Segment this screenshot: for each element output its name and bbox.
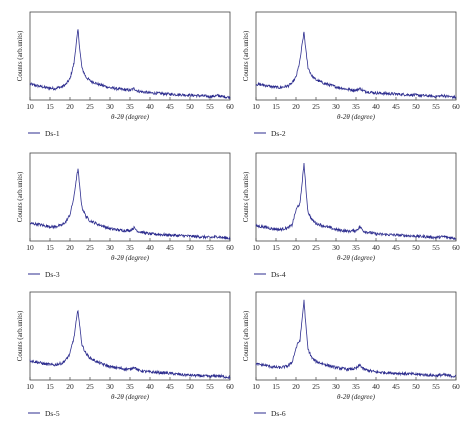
panel-3-xtick-label: 15 [46, 243, 54, 252]
panel-6-ylabel: Counts (arb.units) [242, 310, 250, 361]
panel-4-xtick-label: 45 [392, 243, 400, 252]
panel-2: 10 15 20 25 30 35 40 45 50 55 60 θ-2θ (degree) Count… [242, 11, 460, 138]
panel-1-xtick-label: 45 [166, 102, 174, 111]
panel-5: 10 15 20 25 30 35 40 45 50 55 60 θ-2θ (degree) Count… [16, 291, 234, 418]
panel-1-xtick-label: 40 [146, 102, 154, 111]
panel-4-xtick-label: 20 [292, 243, 300, 252]
panel-5-xtick-label: 35 [126, 382, 134, 391]
panel-6-xtick-label: 60 [452, 382, 460, 391]
panel-5-xtick-label: 50 [186, 382, 194, 391]
panel-5-xtick-label: 10 [26, 382, 34, 391]
panel-1-xtick-label: 55 [206, 102, 214, 111]
panel-6-xtick-label: 10 [252, 382, 260, 391]
panel-2-xlabel: θ-2θ (degree) [337, 113, 376, 121]
panel-3-xtick-label: 20 [66, 243, 74, 252]
panel-6-legend-label: Ds-6 [271, 409, 286, 418]
panel-1-xtick-label: 60 [226, 102, 234, 111]
panel-2-xtick-label: 50 [412, 102, 420, 111]
panel-3-xtick-label: 35 [126, 243, 134, 252]
panel-3-legend-label: Ds-3 [45, 270, 60, 279]
panel-4-xtick-label: 40 [372, 243, 380, 252]
panel-2-xtick-label: 20 [292, 102, 300, 111]
panel-6-xtick-label: 55 [432, 382, 440, 391]
panel-1-xtick-label: 20 [66, 102, 74, 111]
panel-5-legend-label: Ds-5 [45, 409, 60, 418]
panel-5-plot-frame [29, 291, 231, 381]
panel-3-xlabel: θ-2θ (degree) [111, 254, 150, 262]
panel-2-ylabel: Counts (arb.units) [242, 30, 250, 81]
panel-5-ylabel: Counts (arb.units) [16, 310, 24, 361]
panel-2-xtick-label: 15 [272, 102, 280, 111]
panel-4-xtick-label: 25 [312, 243, 320, 252]
panel-4-ylabel: Counts (arb.units) [242, 171, 250, 222]
panel-2-xtick-label: 30 [332, 102, 340, 111]
panel-6-xtick-label: 15 [272, 382, 280, 391]
panel-4-legend-label: Ds-4 [271, 270, 286, 279]
panel-1-legend-label: Ds-1 [45, 129, 60, 138]
panel-3-xtick-label: 30 [106, 243, 114, 252]
panel-6-xlabel: θ-2θ (degree) [337, 393, 376, 401]
panel-3-xtick-label: 60 [226, 243, 234, 252]
panel-6-series-line [255, 299, 457, 379]
panel-4-xlabel: θ-2θ (degree) [337, 254, 376, 262]
panel-2-series-line [255, 31, 457, 100]
panel-6-xtick-label: 20 [292, 382, 300, 391]
panel-5-xtick-label: 40 [146, 382, 154, 391]
panel-6-xtick-label: 25 [312, 382, 320, 391]
panel-4-xtick-label: 10 [252, 243, 260, 252]
panel-4-xtick-label: 35 [352, 243, 360, 252]
panel-3-xtick-label: 10 [26, 243, 34, 252]
panel-2-xtick-label: 60 [452, 102, 460, 111]
panel-3-xtick-label: 40 [146, 243, 154, 252]
panel-6-xtick-label: 45 [392, 382, 400, 391]
panel-3-xtick-label: 45 [166, 243, 174, 252]
panel-3-xtick-label: 55 [206, 243, 214, 252]
panel-2-xtick-label: 45 [392, 102, 400, 111]
panel-3: 10 15 20 25 30 35 40 45 50 55 60 θ-2θ (degree) Count… [16, 152, 234, 279]
panel-3-plot-frame [29, 152, 231, 242]
panel-1: 10 15 20 25 30 35 40 45 50 55 60 θ-2θ (degree) Count… [16, 11, 234, 138]
panel-4-xtick-label: 55 [432, 243, 440, 252]
panel-2-xtick-label: 40 [372, 102, 380, 111]
panel-2-xtick-label: 35 [352, 102, 360, 111]
panel-2-xtick-label: 55 [432, 102, 440, 111]
panel-5-xtick-label: 45 [166, 382, 174, 391]
panel-4: 10 15 20 25 30 35 40 45 50 55 60 θ-2θ (degree) Count… [242, 152, 460, 279]
panel-4-xtick-label: 50 [412, 243, 420, 252]
panel-5-xtick-label: 60 [226, 382, 234, 391]
panel-5-xtick-label: 30 [106, 382, 114, 391]
panel-1-xtick-label: 15 [46, 102, 54, 111]
panel-4-xtick-label: 30 [332, 243, 340, 252]
panel-5-xtick-label: 25 [86, 382, 94, 391]
panel-4-series-line [255, 162, 457, 241]
panel-6-xtick-label: 40 [372, 382, 380, 391]
panel-1-xtick-label: 50 [186, 102, 194, 111]
panel-6-xtick-label: 50 [412, 382, 420, 391]
panel-5-xtick-label: 55 [206, 382, 214, 391]
panel-5-xlabel: θ-2θ (degree) [111, 393, 150, 401]
panel-5-xtick-label: 15 [46, 382, 54, 391]
panel-3-series-line [29, 168, 231, 240]
panel-1-ylabel: Counts (arb.units) [16, 30, 24, 81]
panel-4-xtick-label: 60 [452, 243, 460, 252]
panel-1-xtick-label: 30 [106, 102, 114, 111]
panel-1-xtick-label: 35 [126, 102, 134, 111]
panel-6-xtick-label: 35 [352, 382, 360, 391]
panel-1-xlabel: θ-2θ (degree) [111, 113, 150, 121]
panel-1-series-line [29, 29, 231, 99]
panel-3-xtick-label: 50 [186, 243, 194, 252]
panel-6: 10 15 20 25 30 35 40 45 50 55 60 θ-2θ (degree) Count… [242, 291, 460, 418]
panel-5-series-line [29, 309, 231, 380]
panel-1-xtick-label: 10 [26, 102, 34, 111]
panel-6-xtick-label: 30 [332, 382, 340, 391]
panel-2-xtick-label: 25 [312, 102, 320, 111]
panel-2-xtick-label: 10 [252, 102, 260, 111]
panel-5-xtick-label: 20 [66, 382, 74, 391]
panel-2-legend-label: Ds-2 [271, 129, 286, 138]
panel-3-xtick-label: 25 [86, 243, 94, 252]
panel-4-xtick-label: 15 [272, 243, 280, 252]
panel-3-ylabel: Counts (arb.units) [16, 171, 24, 222]
panel-1-xtick-label: 25 [86, 102, 94, 111]
